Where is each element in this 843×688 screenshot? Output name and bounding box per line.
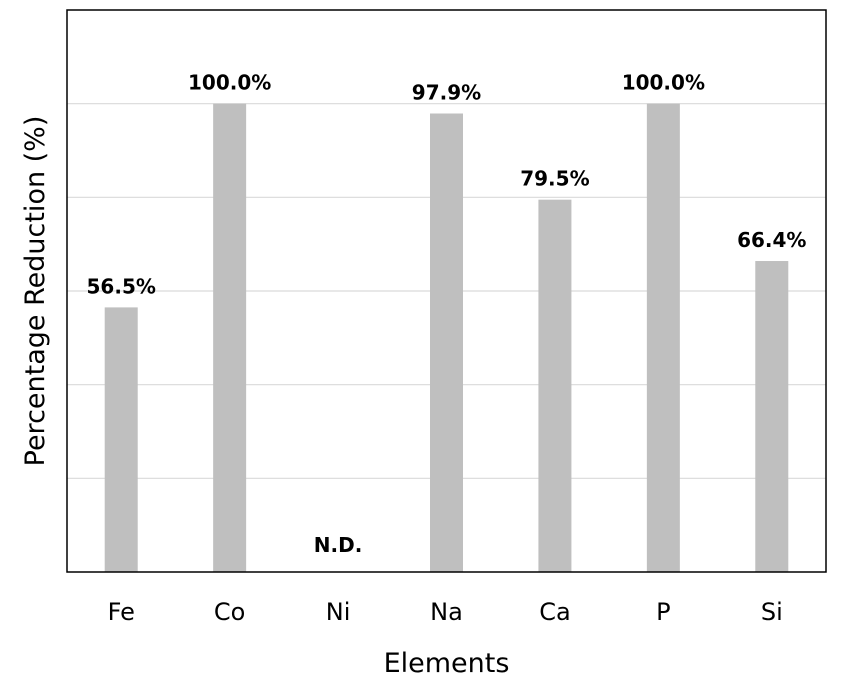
- x-tick-na: Na: [430, 598, 463, 626]
- bar-ca: [538, 199, 572, 573]
- bar-na: [430, 113, 463, 573]
- x-tick-ca: Ca: [539, 598, 570, 626]
- x-axis-title: Elements: [384, 648, 510, 679]
- x-tick-si: Si: [761, 598, 783, 626]
- bars: [104, 103, 789, 573]
- data-label-ca: 79.5%: [520, 167, 589, 191]
- bar-p: [646, 103, 680, 573]
- data-label-co: 100.0%: [188, 71, 271, 95]
- data-labels: 56.5% 100.0% N.D. 97.9% 79.5% 100.0% 66.4%: [87, 71, 807, 557]
- data-label-na: 97.9%: [412, 81, 481, 105]
- bar-co: [213, 103, 247, 573]
- plot-area-frame: [66, 9, 827, 573]
- data-label-p: 100.0%: [622, 71, 705, 95]
- x-tick-co: Co: [214, 598, 245, 626]
- x-tick-p: P: [656, 598, 670, 626]
- x-tick-ni: Ni: [326, 598, 351, 626]
- y-axis-title: Percentage Reduction (%): [20, 116, 51, 467]
- data-label-si: 66.4%: [737, 228, 806, 252]
- x-tick-fe: Fe: [108, 598, 135, 626]
- x-tick-labels: Fe Co Ni Na Ca P Si: [108, 598, 783, 626]
- bar-fe: [104, 307, 138, 572]
- data-label-fe: 56.5%: [87, 274, 156, 298]
- bar-si: [755, 261, 789, 572]
- data-label-ni: N.D.: [314, 533, 363, 557]
